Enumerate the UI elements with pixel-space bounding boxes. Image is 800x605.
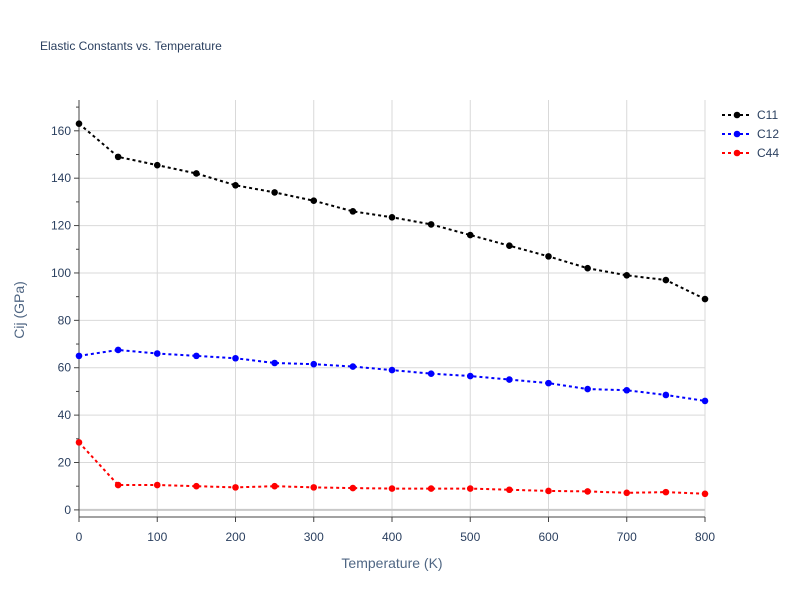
chart-title: Elastic Constants vs. Temperature — [40, 39, 222, 53]
data-point — [153, 350, 161, 357]
x-tick-label: 100 — [147, 530, 167, 544]
data-point — [701, 295, 709, 303]
series-c11 — [75, 120, 709, 303]
data-point — [310, 484, 318, 491]
y-tick-label: 60 — [58, 361, 72, 375]
y-tick-label: 160 — [51, 124, 71, 138]
data-point — [114, 481, 122, 489]
y-tick-label: 0 — [64, 503, 71, 517]
data-point — [75, 439, 83, 446]
data-point — [193, 482, 200, 490]
data-point — [271, 189, 278, 196]
data-point — [427, 370, 435, 377]
x-tick-label: 800 — [695, 530, 715, 544]
data-point — [662, 488, 670, 496]
x-tick-label: 300 — [304, 530, 324, 544]
legend: C11 C12 C44 — [722, 108, 779, 160]
data-point — [506, 376, 513, 383]
x-tick-label: 400 — [382, 530, 402, 544]
data-point — [232, 484, 239, 491]
legend-marker — [733, 111, 741, 119]
data-point — [349, 208, 357, 215]
x-tick-label: 700 — [617, 530, 637, 544]
y-tick-label: 140 — [51, 171, 71, 185]
x-tick-label: 200 — [225, 530, 245, 544]
data-point — [232, 181, 239, 189]
legend-marker — [733, 149, 741, 157]
data-point — [584, 488, 591, 495]
data-point — [623, 386, 631, 394]
legend-label: C11 — [757, 108, 778, 122]
data-point — [271, 359, 278, 367]
data-point — [545, 379, 552, 387]
series-c12 — [75, 346, 709, 405]
legend-label: C44 — [757, 146, 779, 160]
axes: 0 100 200 300 400 500 600 700 800 0 20 40 60 80 100 120… — [51, 100, 715, 544]
data-point — [153, 161, 161, 169]
data-point — [427, 221, 435, 228]
data-point — [349, 363, 357, 370]
data-point — [349, 484, 357, 492]
data-point — [193, 170, 200, 177]
y-tick-label: 80 — [58, 313, 72, 327]
data-point — [662, 391, 670, 399]
series-c44 — [75, 439, 709, 498]
data-point — [545, 487, 552, 495]
data-series — [75, 120, 709, 498]
data-point — [388, 213, 396, 221]
y-tick-label: 40 — [58, 408, 72, 422]
data-point — [701, 490, 709, 498]
data-point — [75, 120, 83, 127]
data-point — [584, 264, 591, 272]
data-point — [506, 242, 513, 250]
y-tick-label: 100 — [51, 266, 71, 280]
data-point — [427, 485, 435, 492]
x-tick-label: 500 — [460, 530, 480, 544]
legend-label: C12 — [757, 127, 779, 141]
data-point — [466, 231, 474, 239]
data-point — [232, 354, 239, 362]
data-point — [75, 352, 83, 360]
x-axis-title: Temperature (K) — [341, 555, 442, 571]
legend-item-c12: C12 — [722, 127, 779, 141]
legend-marker — [733, 130, 741, 138]
data-point — [193, 352, 200, 360]
y-axis-title: Cij (GPa) — [11, 281, 27, 339]
data-point — [114, 153, 122, 161]
data-point — [466, 372, 474, 380]
data-point — [114, 346, 122, 354]
legend-item-c11: C11 — [722, 108, 778, 122]
x-tick-label: 0 — [76, 530, 83, 544]
grid — [78, 100, 706, 517]
data-point — [506, 486, 513, 494]
data-point — [623, 489, 631, 497]
data-point — [310, 360, 318, 368]
data-point — [388, 366, 396, 374]
data-point — [701, 397, 709, 405]
data-point — [584, 385, 591, 393]
data-point — [623, 272, 631, 279]
y-tick-label: 20 — [58, 456, 72, 470]
data-point — [388, 485, 396, 492]
x-tick-label: 600 — [538, 530, 558, 544]
legend-item-c44: C44 — [722, 146, 779, 160]
data-point — [310, 197, 318, 204]
data-point — [153, 481, 161, 489]
data-point — [662, 276, 670, 284]
data-point — [545, 253, 552, 260]
data-point — [271, 482, 278, 490]
data-point — [466, 485, 474, 492]
y-tick-label: 120 — [51, 219, 71, 233]
